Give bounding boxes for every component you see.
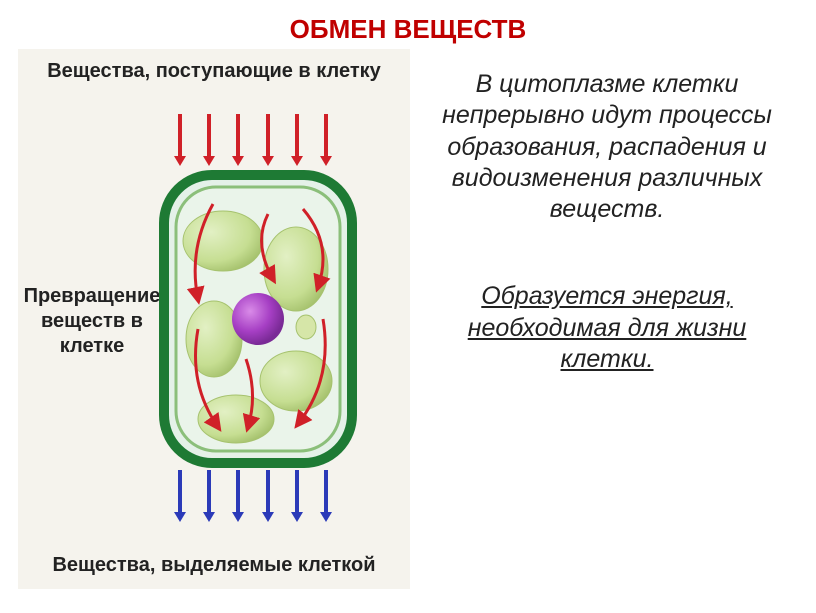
arrows-leaving (178, 470, 328, 514)
arrow-out-icon (295, 470, 299, 514)
arrow-out-icon (324, 470, 328, 514)
diagram-panel: Вещества, поступающие в клетку Превращен… (18, 49, 410, 589)
arrows-entering (178, 114, 328, 158)
paragraph-energy: Образуется энергия, необходимая для жизн… (422, 281, 792, 375)
arrow-in-icon (295, 114, 299, 158)
page-title: ОБМЕН ВЕЩЕСТВ (0, 0, 816, 45)
label-substances-in: Вещества, поступающие в клетку (18, 59, 410, 83)
paragraph-cytoplasm: В цитоплазме клетки непрерывно идут проц… (422, 69, 792, 225)
label-transformation: Превращение веществ в клетке (22, 284, 162, 359)
content-row: Вещества, поступающие в клетку Превращен… (0, 49, 816, 589)
arrow-out-icon (236, 470, 240, 514)
arrow-in-icon (207, 114, 211, 158)
text-panel: В цитоплазме клетки непрерывно идут проц… (410, 49, 816, 589)
arrow-out-icon (207, 470, 211, 514)
arrow-in-icon (178, 114, 182, 158)
label-substances-out: Вещества, выделяемые клеткой (18, 553, 410, 577)
arrow-in-icon (266, 114, 270, 158)
arrow-in-icon (236, 114, 240, 158)
arrow-out-icon (178, 470, 182, 514)
arrow-out-icon (266, 470, 270, 514)
arrow-in-icon (324, 114, 328, 158)
cell-diagram (158, 169, 358, 469)
